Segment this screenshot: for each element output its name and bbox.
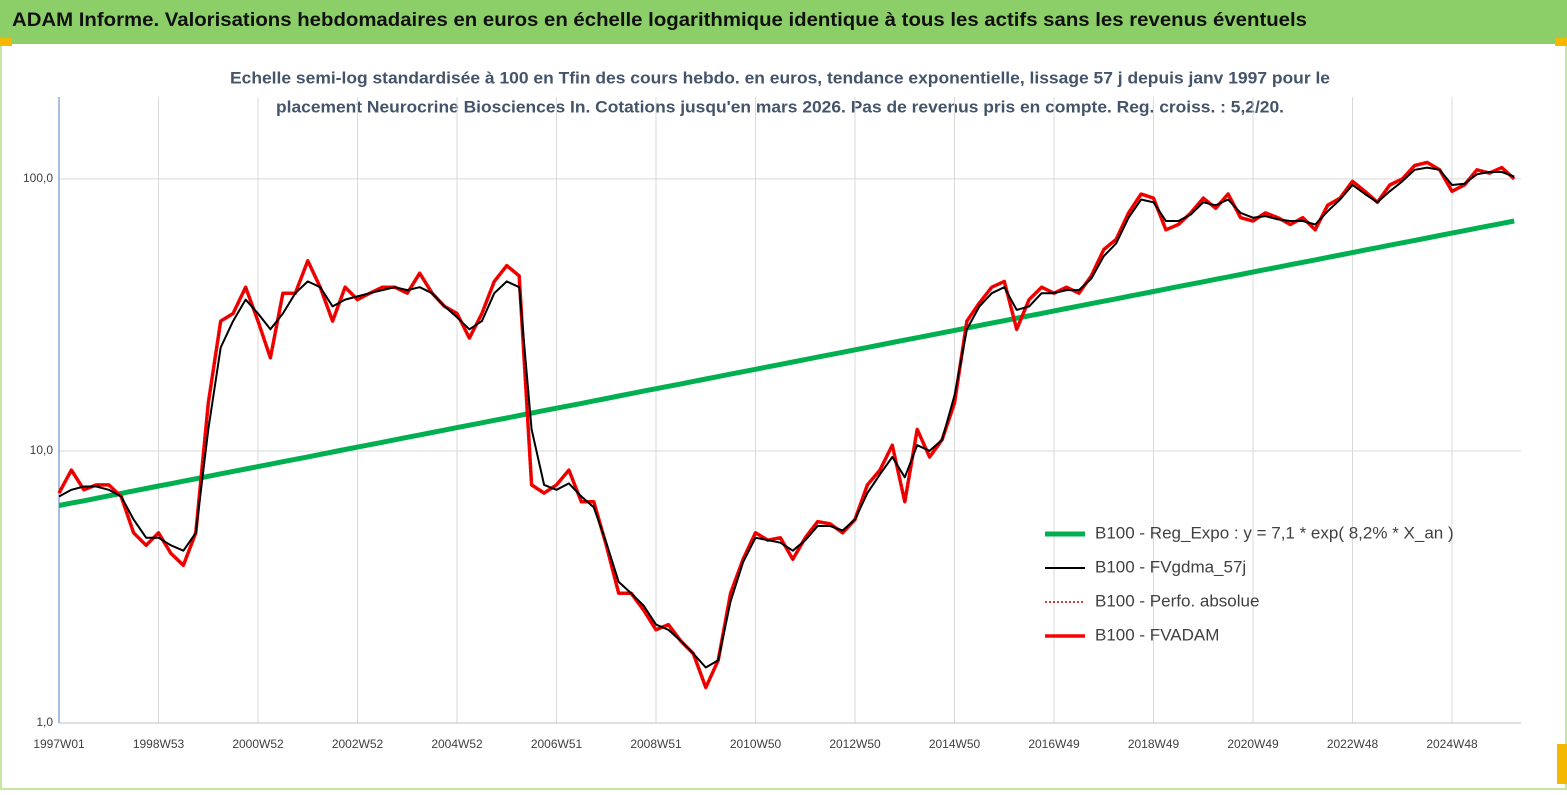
x-tick-label: 2004W52 [431, 737, 483, 751]
x-tick-label: 1997W01 [33, 737, 85, 751]
y-tick-label: 100,0 [23, 171, 53, 185]
x-tick-label: 2006W51 [531, 737, 583, 751]
x-tick-label: 2024W48 [1426, 737, 1478, 751]
legend-label: B100 - FVADAM [1095, 625, 1219, 644]
legend-label: B100 - Perfo. absolue [1095, 591, 1259, 610]
chart-subtitle: placement Neurocrine Biosciences In. Cot… [276, 97, 1284, 116]
corner-mark [1557, 744, 1567, 784]
chart-subtitle: Echelle semi-log standardisée à 100 en T… [230, 68, 1330, 87]
y-tick-label: 1,0 [36, 715, 53, 729]
x-tick-label: 2022W48 [1327, 737, 1379, 751]
x-tick-label: 2012W50 [829, 737, 881, 751]
chart-title: ADAM Informe. Valorisations hebdomadaire… [12, 10, 1307, 31]
legend-label: B100 - FVgdma_57j [1095, 557, 1246, 576]
x-tick-label: 2002W52 [332, 737, 384, 751]
title-band [0, 0, 1567, 44]
x-tick-label: 2020W49 [1227, 737, 1279, 751]
corner-mark [1555, 38, 1567, 46]
x-tick-label: 2010W50 [730, 737, 782, 751]
legend-label: B100 - Reg_Expo : y = 7,1 * exp( 8,2% * … [1095, 523, 1454, 542]
x-tick-label: 2018W49 [1128, 737, 1180, 751]
x-tick-label: 2014W50 [929, 737, 981, 751]
x-tick-label: 2008W51 [630, 737, 682, 751]
series-line [58, 218, 1515, 508]
x-tick-label: 2000W52 [232, 737, 284, 751]
series-line [58, 166, 1515, 669]
series-line [58, 161, 1515, 689]
y-tick-label: 10,0 [30, 443, 54, 457]
plot-area: 1,0 10,0 100,0 1997W01 1998W53 2000W52 2002W52… [23, 97, 1521, 751]
x-tick-label: 2016W49 [1028, 737, 1080, 751]
corner-mark [0, 38, 12, 46]
x-tick-label: 1998W53 [133, 737, 185, 751]
